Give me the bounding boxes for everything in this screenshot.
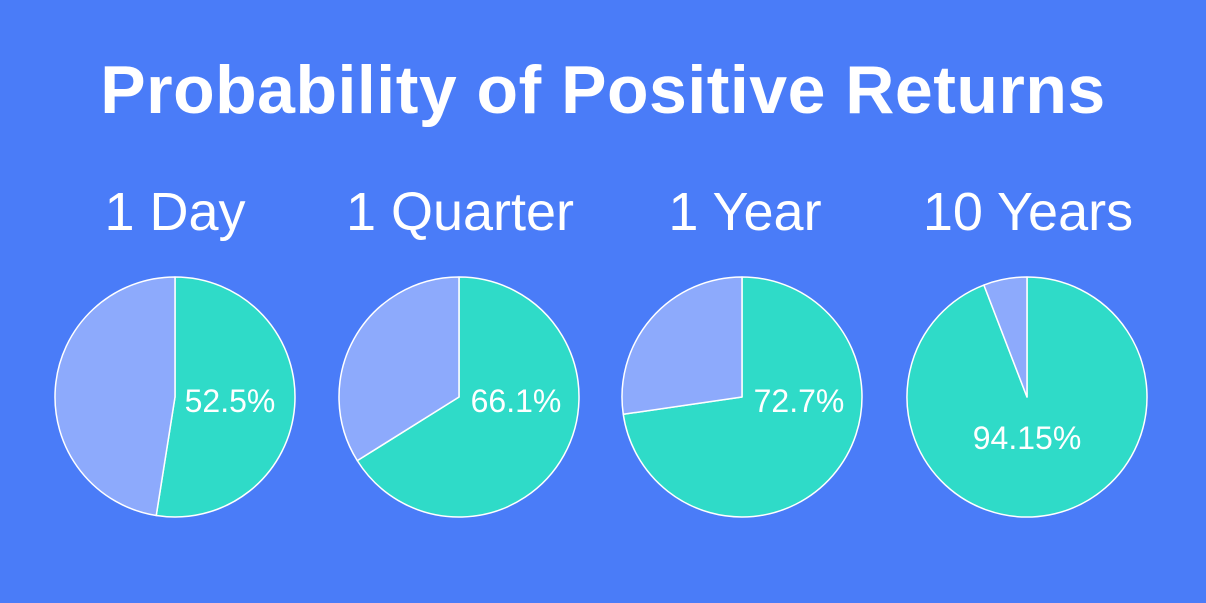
pie-title-1-quarter: 1 Quarter — [345, 182, 575, 242]
pie-slice-negative — [54, 276, 176, 517]
pie-slice-negative — [621, 276, 743, 416]
pie-title-10-years: 10 Years — [922, 182, 1134, 242]
pie-data-label: 94.15% — [973, 420, 1082, 456]
pie-slice-positive — [155, 276, 296, 518]
pie-title-1-day: 1 Day — [104, 182, 246, 242]
pie-title-1-year: 1 Year — [668, 182, 822, 242]
pie-slice-positive — [356, 276, 580, 518]
pie-data-label: 66.1% — [471, 383, 562, 419]
pie-slice-negative — [338, 276, 460, 462]
page-title: Probability of Positive Returns — [100, 52, 1106, 128]
pie-data-label: 52.5% — [185, 383, 276, 419]
pie-slice-negative — [983, 276, 1028, 398]
pie-data-label: 72.7% — [754, 383, 845, 419]
